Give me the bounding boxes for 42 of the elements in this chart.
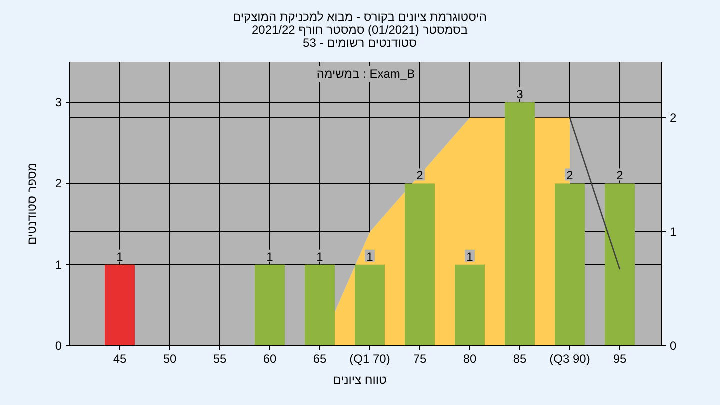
y2-tick-label: 1 (670, 224, 677, 239)
y2-tick-label: 0 (670, 339, 677, 353)
y-tick-label: 2 (55, 176, 62, 191)
annotation: Exam_B : במשימה (316, 67, 416, 81)
x-tick-label: 65 (313, 352, 327, 366)
x-tick-label: 85 (513, 352, 527, 366)
x-tick-label: 45 (113, 352, 127, 366)
y2-tick-label: 2 (670, 110, 677, 125)
data-label: 1 (266, 250, 274, 264)
chart-subtitle: בסמסטר (01/2021) סמסטר חורף 2021/22 (252, 23, 468, 37)
bar (555, 184, 585, 346)
bar (605, 184, 635, 346)
data-label: 2 (566, 168, 574, 183)
bar (505, 102, 535, 346)
bar (405, 184, 435, 346)
x-tick-label: (Q3 90) (550, 352, 590, 366)
bar (255, 264, 285, 346)
data-label: 3 (516, 88, 524, 102)
bar (455, 264, 485, 346)
x-tick-label: (Q1 70) (350, 352, 390, 366)
x-tick-label: 75 (413, 352, 427, 366)
bar (355, 264, 385, 346)
y-tick-label: 0 (55, 339, 62, 353)
text: סטודנטים רשומים - 53 (303, 36, 418, 50)
x-tick-label: 95 (613, 352, 627, 366)
data-label: 2 (616, 168, 624, 183)
y-tick-label: 3 (55, 96, 62, 110)
data-label: 1 (316, 250, 324, 264)
bar (105, 264, 135, 346)
bar (305, 264, 335, 346)
data-label: 1 (466, 250, 474, 264)
x-tick-label: 80 (463, 352, 477, 366)
y-tick-label: 1 (55, 258, 62, 272)
chart-title: היסטוגרמת ציונים בקורס - מבוא למכניקת המוצקים (233, 10, 487, 24)
x-tick-label: 60 (263, 352, 277, 366)
x-axis-title: טווח ציונים (333, 373, 388, 387)
x-tick-label: 50 (163, 352, 177, 366)
data-label: 1 (116, 250, 124, 264)
y-axis-title: מספר סטודנטים (25, 162, 39, 246)
data-label: 2 (416, 168, 424, 183)
data-label: 1 (366, 250, 374, 264)
x-tick-label: 55 (213, 352, 227, 366)
